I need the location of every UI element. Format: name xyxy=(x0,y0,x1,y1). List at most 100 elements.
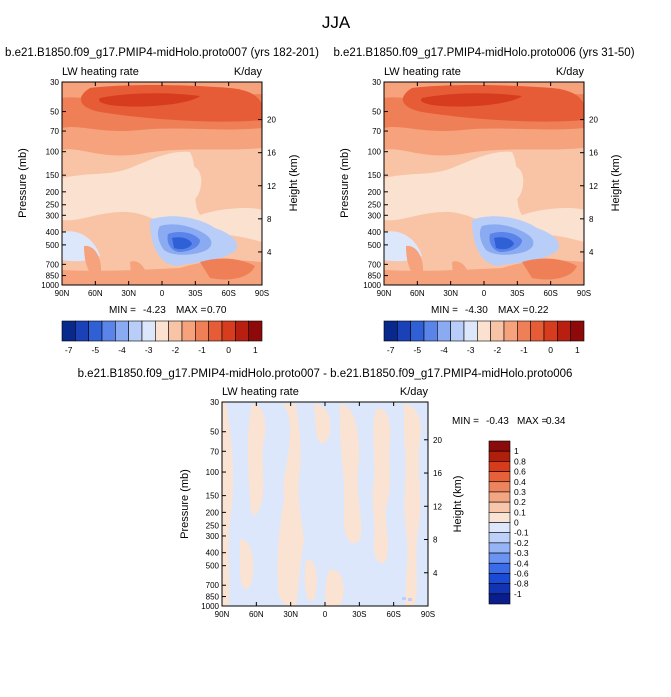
y-tick-label: 250 xyxy=(206,521,220,530)
y-tick-label: 30 xyxy=(50,78,59,87)
colorbar-swatch xyxy=(530,320,545,342)
field-label: LW heating rate xyxy=(384,66,461,78)
min-value: -0.43 xyxy=(486,416,509,427)
colorbar-swatch xyxy=(488,461,511,472)
units-label: K/day xyxy=(234,66,263,78)
panel-difference: b.e21.B1850.f09_g17.PMIP4-midHolo.proto0… xyxy=(78,368,573,619)
units-label: K/day xyxy=(556,66,585,78)
colorbar-label: 0.2 xyxy=(514,497,526,507)
colorbar-swatch xyxy=(488,471,511,483)
x-tick-label: 30N xyxy=(121,289,136,298)
y2-tick-label: 20 xyxy=(433,436,442,445)
y-tick-label: 400 xyxy=(46,228,60,237)
colorbar-swatch xyxy=(128,320,143,342)
colorbar-swatch xyxy=(181,320,196,342)
y-tick-label: 1000 xyxy=(363,281,381,290)
colorbar-swatch xyxy=(488,440,511,452)
colorbar-swatch xyxy=(383,320,398,342)
colorbar-swatch xyxy=(488,593,511,605)
y-axis-label: Pressure (mb) xyxy=(179,469,191,539)
min-value: -4.23 xyxy=(143,305,166,316)
colorbar-label: -2 xyxy=(172,345,180,355)
max-label: MAX = xyxy=(176,305,206,316)
y-tick-label: 200 xyxy=(206,508,220,517)
colorbar-label: 1 xyxy=(514,446,519,456)
x-tick-label: 60S xyxy=(387,610,401,619)
colorbar-swatch xyxy=(570,320,585,342)
colorbar-swatch xyxy=(488,522,511,533)
y-tick-label: 30 xyxy=(372,78,381,87)
y-tick-label: 700 xyxy=(46,260,60,269)
y-tick-label: 700 xyxy=(206,581,220,590)
x-tick-label: 60S xyxy=(544,289,558,298)
y2-tick-label: 4 xyxy=(589,248,594,257)
field-label: LW heating rate xyxy=(222,386,299,398)
x-tick-label: 90S xyxy=(421,610,435,619)
y-tick-label: 700 xyxy=(368,260,382,269)
colorbar-label: 1 xyxy=(575,345,580,355)
y-axis-label: Pressure (mb) xyxy=(339,148,351,218)
colorbar-label: -5 xyxy=(92,345,100,355)
colorbar-label: -4 xyxy=(440,345,448,355)
colorbar-swatch xyxy=(488,552,511,564)
colorbar-swatch xyxy=(488,583,511,595)
colorbar-label: -7 xyxy=(387,345,395,355)
panel-title: b.e21.B1850.f09_g17.PMIP4-midHolo.proto0… xyxy=(333,47,634,59)
colorbar-label: -0.4 xyxy=(514,558,529,568)
colorbar-label: 0.4 xyxy=(514,477,526,487)
colorbar-swatch xyxy=(221,320,236,342)
y2-axis-label: Height (km) xyxy=(452,476,464,533)
colorbar-label: -0.8 xyxy=(514,579,529,589)
x-tick-label: 90S xyxy=(577,289,591,298)
x-tick-label: 90S xyxy=(255,289,269,298)
colorbar-swatch xyxy=(397,320,411,342)
panel-proto007: b.e21.B1850.f09_g17.PMIP4-midHolo.proto0… xyxy=(5,47,319,355)
colorbar-label: 0 xyxy=(514,518,519,528)
units-label: K/day xyxy=(400,386,429,398)
colorbar-label: -1 xyxy=(520,345,528,355)
stats-line: MIN = -0.43 MAX = 0.34 xyxy=(452,416,566,427)
stats-line: MIN = -4.23 MAX = 0.70 xyxy=(109,305,227,316)
field-label: LW heating rate xyxy=(62,66,139,78)
colorbar-swatch xyxy=(423,320,438,342)
x-tick-label: 60S xyxy=(222,289,236,298)
colorbar: 10.80.60.40.30.20.10-0.1-0.2-0.3-0.4-0.6… xyxy=(488,440,529,605)
colorbar-swatch xyxy=(488,491,511,503)
y2-tick-label: 12 xyxy=(433,502,442,511)
y-tick-label: 200 xyxy=(368,188,382,197)
colorbar-label: -3 xyxy=(145,345,153,355)
y-tick-label: 250 xyxy=(368,201,382,210)
y2-axis-label: Height (km) xyxy=(610,155,622,212)
y-tick-label: 1000 xyxy=(41,281,59,290)
y-tick-label: 70 xyxy=(210,447,219,456)
contour-field xyxy=(62,82,262,285)
y-tick-label: 850 xyxy=(46,272,60,281)
colorbar-label: -0.1 xyxy=(514,528,529,538)
y-tick-label: 150 xyxy=(368,171,382,180)
x-tick-label: 0 xyxy=(482,289,487,298)
x-tick-label: 90N xyxy=(377,289,392,298)
y-tick-label: 300 xyxy=(46,211,60,220)
y2-tick-label: 12 xyxy=(267,182,276,191)
x-tick-label: 30S xyxy=(352,610,366,619)
y-tick-label: 1000 xyxy=(201,602,219,611)
min-value: -4.30 xyxy=(465,305,488,316)
colorbar-label: -3 xyxy=(467,345,475,355)
y2-tick-label: 4 xyxy=(267,248,272,257)
min-label: MIN = xyxy=(109,305,136,316)
y-tick-label: 100 xyxy=(46,148,60,157)
colorbar-swatch xyxy=(490,320,505,342)
panel-proto006: b.e21.B1850.f09_g17.PMIP4-midHolo.proto0… xyxy=(333,47,634,355)
colorbar-swatch xyxy=(235,320,249,342)
contour-field xyxy=(222,402,428,606)
panel-title: b.e21.B1850.f09_g17.PMIP4-midHolo.proto0… xyxy=(5,47,319,59)
colorbar-swatch xyxy=(61,320,76,342)
x-tick-label: 90N xyxy=(215,610,230,619)
colorbar-label: 0.1 xyxy=(514,507,526,517)
colorbar-label: -0.3 xyxy=(514,548,529,558)
colorbar-label: -7 xyxy=(65,345,73,355)
colorbar-label: -2 xyxy=(494,345,502,355)
y-tick-label: 850 xyxy=(368,272,382,281)
colorbar: -7 -5 -4 -3 -2 -1 0 1 xyxy=(383,320,585,355)
